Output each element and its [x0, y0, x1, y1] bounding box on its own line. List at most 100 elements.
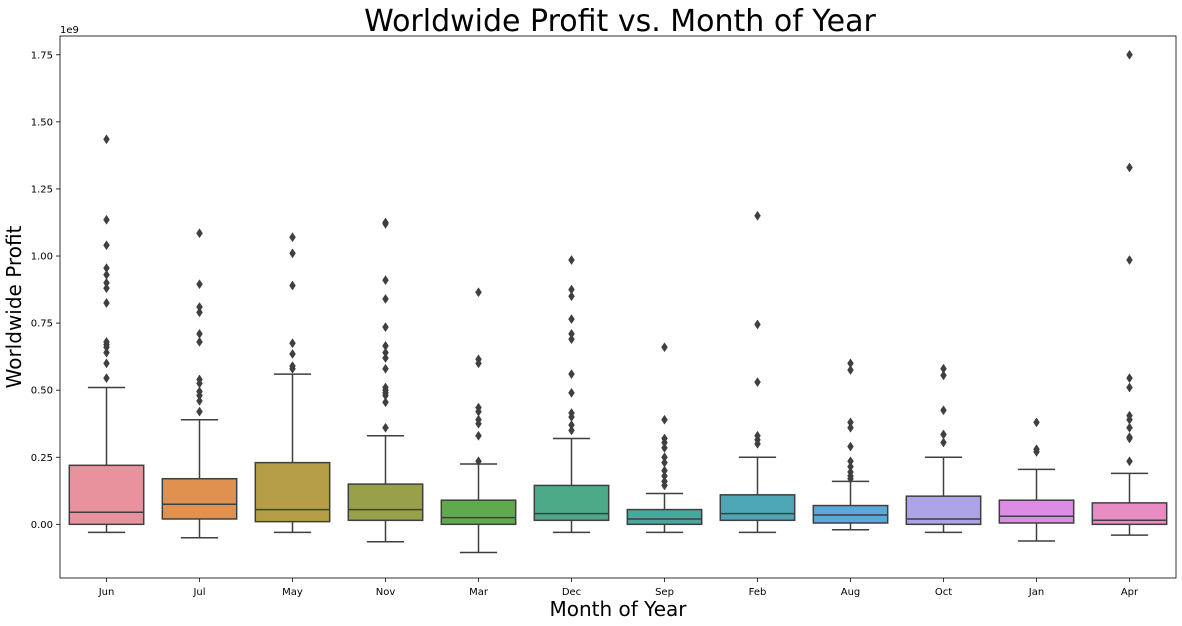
x-tick-label: Apr [1121, 587, 1139, 598]
y-tick-label: 1.00 [31, 252, 53, 263]
outlier-point [103, 283, 110, 294]
outlier-point [382, 322, 389, 333]
box-may [254, 461, 331, 523]
y-tick-label: 1.50 [31, 117, 53, 128]
outlier-point [661, 414, 668, 425]
x-tick-label: Feb [749, 587, 767, 598]
y-axis-label: Worldwide Profit [2, 225, 26, 388]
outlier-point [1126, 49, 1133, 60]
outlier-point [382, 363, 389, 374]
x-tick-label: Aug [841, 587, 861, 598]
outlier-point [568, 291, 575, 302]
outlier-point [196, 307, 203, 318]
x-tick-label: Jun [98, 587, 115, 598]
x-tick-label: Jan [1028, 587, 1044, 598]
y-tick-label: 1.25 [31, 184, 53, 195]
outlier-point [1126, 382, 1133, 393]
outlier-point [382, 397, 389, 408]
box-sep [626, 508, 703, 526]
outlier-point [103, 298, 110, 308]
plot-area: 0.00 0.25 0.50 0.75 1.00 1.25 1.50 1.75 Jun Jul Ma… [31, 49, 1168, 598]
y-tick-label: 0.00 [31, 520, 53, 531]
outlier-point [103, 214, 110, 225]
outlier-point [289, 349, 296, 359]
outlier-point [475, 287, 482, 298]
box-dec [533, 484, 610, 522]
outlier-point [475, 358, 482, 369]
outlier-point [382, 353, 389, 363]
x-tick-label: Jul [192, 587, 205, 598]
outlier-point [196, 406, 203, 417]
outlier-point [754, 319, 761, 330]
outlier-point [289, 338, 296, 349]
outlier-point [568, 334, 575, 345]
outlier-point [847, 473, 854, 484]
outlier-point [103, 358, 110, 369]
outlier-point [754, 210, 761, 221]
outlier-point [661, 480, 668, 491]
outlier-point [382, 422, 389, 433]
outlier-point [754, 377, 761, 388]
outlier-point [103, 347, 110, 358]
x-axis-label: Month of Year [549, 597, 687, 621]
y-tick-label: 0.75 [31, 319, 53, 330]
outlier-point [103, 240, 110, 251]
outlier-point [568, 387, 575, 398]
box-jun [68, 464, 145, 526]
outlier-point [289, 232, 296, 243]
outlier-point [1033, 446, 1040, 457]
x-tick-label: Oct [935, 587, 952, 598]
outlier-point [754, 438, 761, 449]
box-nov [347, 483, 424, 522]
x-tick-label: Nov [376, 587, 396, 598]
chart-title: Worldwide Profit vs. Month of Year [364, 4, 876, 39]
outlier-point [289, 363, 296, 374]
box-oct [905, 495, 982, 526]
outlier-point [568, 255, 575, 265]
outlier-point [661, 442, 668, 453]
x-tick-label: May [282, 587, 303, 598]
outlier-point [847, 422, 854, 433]
y-tick-label: 0.25 [31, 453, 53, 464]
box-apr [1091, 502, 1168, 526]
outlier-point [1126, 255, 1133, 265]
box-feb [719, 494, 796, 522]
y-offset-label: 1e9 [60, 25, 79, 36]
outlier-point [382, 294, 389, 304]
outlier-point [1126, 162, 1133, 173]
outlier-point [940, 405, 947, 416]
outlier-point [661, 342, 668, 353]
outlier-point [847, 365, 854, 376]
y-tick-label: 1.75 [31, 50, 53, 61]
outlier-point [940, 370, 947, 381]
outlier-point [196, 336, 203, 347]
outlier-point [196, 395, 203, 406]
plot-frame [59, 35, 1177, 579]
outlier-point [1126, 456, 1133, 467]
box-mar [440, 499, 517, 526]
outlier-point [382, 275, 389, 286]
box-jan [998, 499, 1075, 524]
outlier-point [568, 369, 575, 380]
outlier-point [475, 456, 482, 467]
outlier-point [196, 228, 203, 239]
outlier-point [1126, 422, 1133, 433]
outlier-point [1126, 433, 1133, 444]
outlier-point [475, 430, 482, 441]
outlier-point [103, 373, 110, 384]
box-jul [161, 477, 238, 520]
outlier-point [289, 248, 296, 259]
outlier-point [289, 280, 296, 291]
x-tick-label: Mar [469, 587, 489, 598]
outlier-point [196, 279, 203, 290]
x-tick-label: Dec [562, 587, 581, 598]
outlier-point [382, 218, 389, 229]
outlier-point [847, 441, 854, 452]
outlier-point [103, 134, 110, 145]
outlier-point [568, 314, 575, 325]
outlier-point [475, 418, 482, 429]
outlier-point [1033, 417, 1040, 428]
outlier-point [568, 425, 575, 436]
outlier-point [940, 437, 947, 448]
